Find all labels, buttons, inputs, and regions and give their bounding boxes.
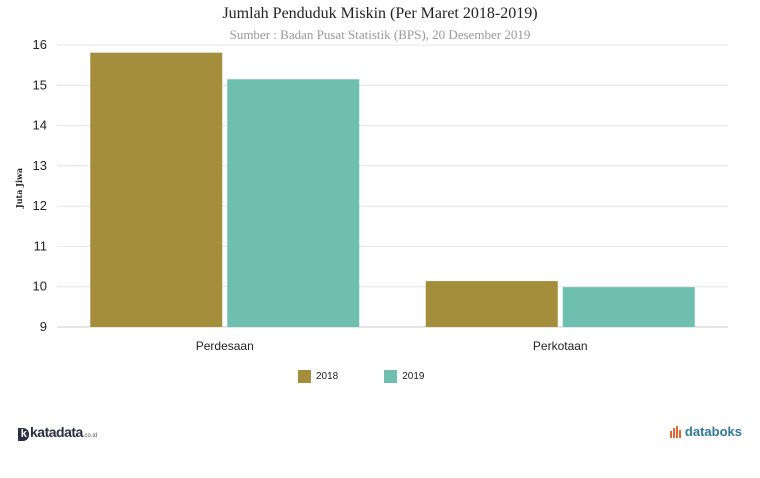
databoks-logo-text: databoks [684, 424, 742, 439]
databoks-bars-icon [669, 425, 681, 438]
x-category-label: Perdesaan [196, 339, 254, 353]
y-tick-label: 15 [33, 77, 47, 92]
bar-2019-perkotaan[interactable] [562, 287, 695, 327]
legend-label-2018: 2018 [316, 371, 339, 382]
y-tick-label: 9 [40, 319, 47, 334]
legend: 2018 2019 [298, 370, 425, 383]
legend-swatch-2018 [298, 370, 311, 383]
x-category-label: Perkotaan [533, 339, 588, 353]
legend-item-2019[interactable]: 2019 [384, 370, 425, 383]
katadata-logo-suffix: .co.id [82, 433, 98, 439]
legend-label-2019: 2019 [402, 371, 425, 382]
chart-title: Jumlah Penduduk Miskin (Per Maret 2018-2… [222, 5, 538, 22]
y-tick-label: 14 [33, 118, 47, 133]
katadata-logo-mark: k [18, 428, 29, 441]
bar-2018-perdesaan[interactable] [90, 52, 223, 327]
y-axis-label: Juta Jiwa [14, 168, 24, 209]
y-tick-label: 12 [33, 198, 47, 213]
katadata-logo[interactable]: k katadata.co.id [18, 424, 97, 441]
bar-2019-perdesaan[interactable] [227, 79, 360, 327]
legend-swatch-2019 [384, 370, 398, 383]
y-tick-label: 11 [34, 238, 48, 253]
legend-item-2018[interactable]: 2018 [298, 370, 338, 383]
katadata-logo-text: katadata [30, 424, 83, 440]
bar-2018-perkotaan[interactable] [425, 281, 558, 327]
y-tick-label: 10 [33, 279, 47, 294]
y-tick-label: 16 [33, 37, 47, 52]
y-tick-label: 13 [33, 158, 47, 173]
chart-subtitle: Sumber : Badan Pusat Statistik (BPS), 20… [229, 27, 531, 42]
databoks-logo[interactable]: databoks [669, 424, 742, 439]
